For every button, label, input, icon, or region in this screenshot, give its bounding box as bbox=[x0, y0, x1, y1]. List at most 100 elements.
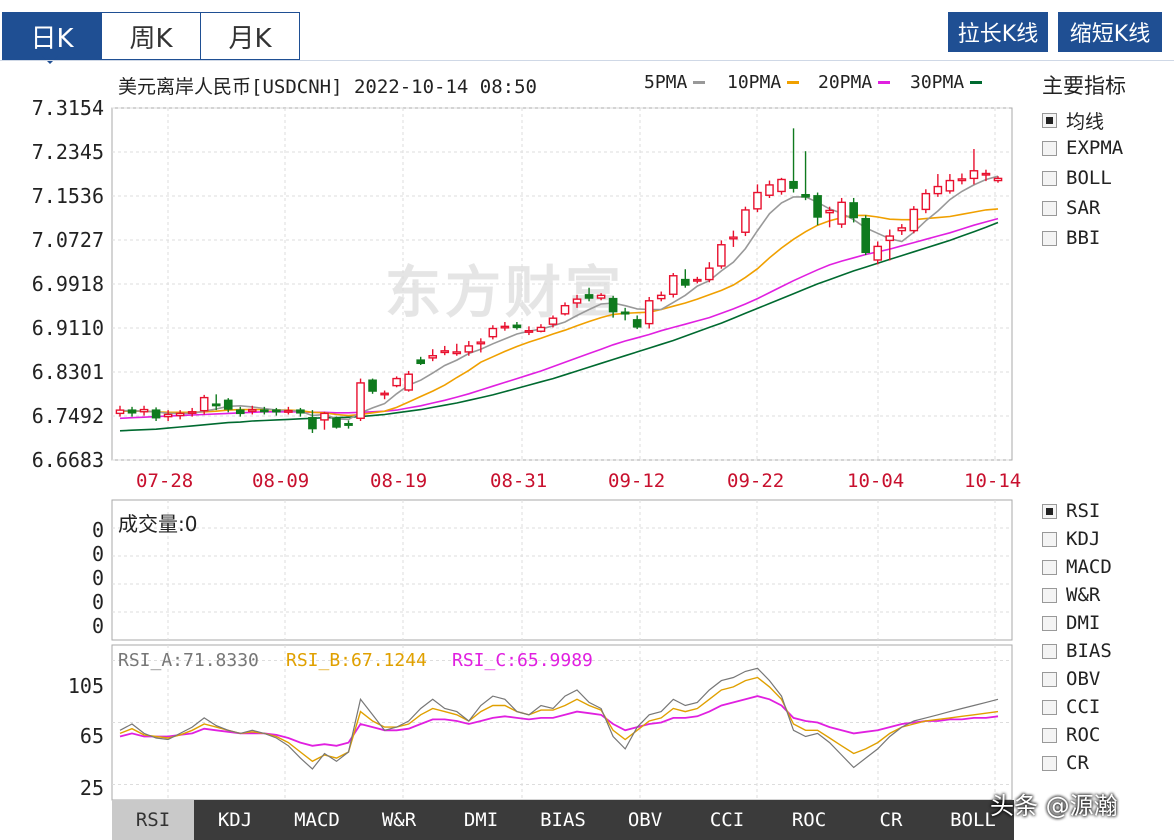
tab-cci[interactable]: CCI bbox=[709, 809, 745, 831]
indicator-bbi-checkbox[interactable]: BBI bbox=[1042, 227, 1100, 249]
candle-body bbox=[957, 178, 967, 182]
sub-indicator-bias-checkbox[interactable]: BIAS bbox=[1042, 640, 1112, 662]
candle-body bbox=[332, 417, 341, 428]
rsi-c-label: RSI_C:65.9989 bbox=[452, 650, 593, 671]
candle-body bbox=[416, 359, 425, 365]
tab-bias[interactable]: BIAS bbox=[540, 809, 586, 831]
sub-indicator-cci-checkbox[interactable]: CCI bbox=[1042, 696, 1100, 718]
legend-20pma-label: 20PMA bbox=[818, 72, 873, 93]
candle-body bbox=[272, 409, 281, 413]
sub-indicator-wr-checkbox[interactable]: W&R bbox=[1042, 584, 1100, 606]
tab-dmi[interactable]: DMI bbox=[463, 809, 499, 831]
candle-body bbox=[632, 319, 642, 328]
legend-20pma: 20PMA bbox=[818, 72, 891, 93]
tab-boll[interactable]: BOLL bbox=[950, 809, 996, 831]
candle-body bbox=[284, 409, 293, 413]
legend-5pma-swatch bbox=[693, 81, 706, 84]
sub-indicator-label: MACD bbox=[1066, 556, 1112, 578]
candle-body bbox=[512, 324, 522, 329]
candle-body bbox=[404, 373, 413, 391]
sub-indicator-roc-checkbox[interactable]: ROC bbox=[1042, 724, 1100, 746]
stretch-k-button[interactable]: 拉长K线 bbox=[948, 12, 1048, 52]
tab-obv[interactable]: OBV bbox=[627, 809, 663, 831]
header-divider bbox=[0, 60, 1174, 61]
candle-body bbox=[308, 417, 317, 430]
candle-body bbox=[524, 329, 534, 333]
indicator-ma-checkbox[interactable]: 均线 bbox=[1042, 107, 1104, 134]
y-tick: 6.9110 bbox=[31, 316, 104, 340]
tab-roc[interactable]: ROC bbox=[791, 809, 827, 831]
checkbox-icon bbox=[1042, 531, 1057, 547]
indicator-label: EXPMA bbox=[1066, 137, 1124, 159]
x-tick: 08-31 bbox=[490, 470, 548, 492]
candle-body bbox=[536, 326, 546, 332]
indicator-sar-checkbox[interactable]: SAR bbox=[1042, 197, 1100, 219]
sub-indicator-label: BIAS bbox=[1066, 640, 1112, 662]
legend-5pma: 5PMA bbox=[644, 72, 706, 93]
candle-body bbox=[211, 403, 221, 407]
volume-tick: 0 bbox=[91, 566, 104, 590]
rsi-b-label: RSI_B:67.1244 bbox=[286, 650, 427, 671]
checkbox-icon bbox=[1042, 230, 1057, 246]
indicator-label: BBI bbox=[1066, 227, 1101, 249]
sub-indicator-kdj-checkbox[interactable]: KDJ bbox=[1042, 528, 1100, 550]
sub-indicator-obv-checkbox[interactable]: OBV bbox=[1042, 668, 1100, 690]
candle-body bbox=[452, 351, 462, 355]
candle-body bbox=[849, 202, 858, 219]
tab-rsi[interactable]: RSI bbox=[112, 800, 194, 840]
candle-body bbox=[608, 297, 618, 313]
sub-indicator-label: ROC bbox=[1066, 724, 1101, 746]
candle-body bbox=[356, 382, 365, 419]
x-tick: 08-19 bbox=[370, 470, 428, 492]
sub-indicator-tabs: RSI KDJ MACD W&R DMI BIAS OBV CCI ROC CR… bbox=[112, 800, 1014, 840]
candle-body bbox=[644, 300, 654, 325]
tab-month-k[interactable]: 月K bbox=[200, 13, 299, 59]
candle-body bbox=[717, 244, 726, 267]
candle-body bbox=[187, 411, 197, 414]
candle-body bbox=[945, 179, 955, 192]
candle-body bbox=[873, 245, 883, 261]
tab-kdj[interactable]: KDJ bbox=[217, 809, 253, 831]
indicator-boll-checkbox[interactable]: BOLL bbox=[1042, 167, 1112, 189]
candle-body bbox=[223, 399, 233, 410]
candle-body bbox=[680, 278, 690, 286]
legend-30pma-swatch bbox=[970, 81, 983, 84]
x-tick: 08-09 bbox=[252, 470, 310, 492]
tab-week-k[interactable]: 周K bbox=[101, 13, 200, 59]
shorten-k-button[interactable]: 缩短K线 bbox=[1058, 12, 1162, 52]
checkbox-icon bbox=[1042, 671, 1057, 687]
volume-tick: 0 bbox=[91, 614, 104, 638]
checkbox-icon bbox=[1042, 643, 1057, 659]
checkbox-icon bbox=[1042, 699, 1057, 715]
period-tabs: 日K 周K 月K bbox=[2, 12, 300, 60]
candle-body bbox=[260, 409, 269, 413]
ma30-line bbox=[119, 221, 999, 432]
candle-body bbox=[801, 194, 810, 198]
legend-30pma-label: 30PMA bbox=[910, 72, 965, 93]
candle-body bbox=[837, 201, 846, 225]
eastmoney-watermark: 东方财富 bbox=[385, 261, 625, 326]
tab-day-k[interactable]: 日K bbox=[3, 13, 101, 59]
tab-cr[interactable]: CR bbox=[879, 809, 903, 831]
author-watermark: 头条 @源瀚 bbox=[990, 792, 1118, 820]
candle-body bbox=[488, 327, 498, 338]
indicator-label: BOLL bbox=[1066, 167, 1112, 189]
legend-30pma: 30PMA bbox=[910, 72, 983, 93]
candle-body bbox=[921, 192, 931, 211]
candle-body bbox=[199, 396, 209, 412]
rsi-c-line bbox=[119, 695, 999, 747]
sub-indicator-dmi-checkbox[interactable]: DMI bbox=[1042, 612, 1100, 634]
sub-indicator-cr-checkbox[interactable]: CR bbox=[1042, 752, 1089, 774]
tab-macd[interactable]: MACD bbox=[294, 809, 340, 831]
indicator-label: 均线 bbox=[1066, 111, 1105, 133]
candle-body bbox=[440, 350, 450, 354]
candle-body bbox=[656, 294, 666, 300]
x-tick: 09-12 bbox=[608, 470, 666, 492]
tab-wr[interactable]: W&R bbox=[381, 809, 417, 831]
candle-body bbox=[777, 178, 786, 193]
indicator-label: SAR bbox=[1066, 197, 1101, 219]
sub-indicator-macd-checkbox[interactable]: MACD bbox=[1042, 556, 1112, 578]
candle-body bbox=[464, 345, 474, 353]
indicator-expma-checkbox[interactable]: EXPMA bbox=[1042, 137, 1123, 159]
sub-indicator-rsi-checkbox[interactable]: RSI bbox=[1042, 500, 1100, 522]
